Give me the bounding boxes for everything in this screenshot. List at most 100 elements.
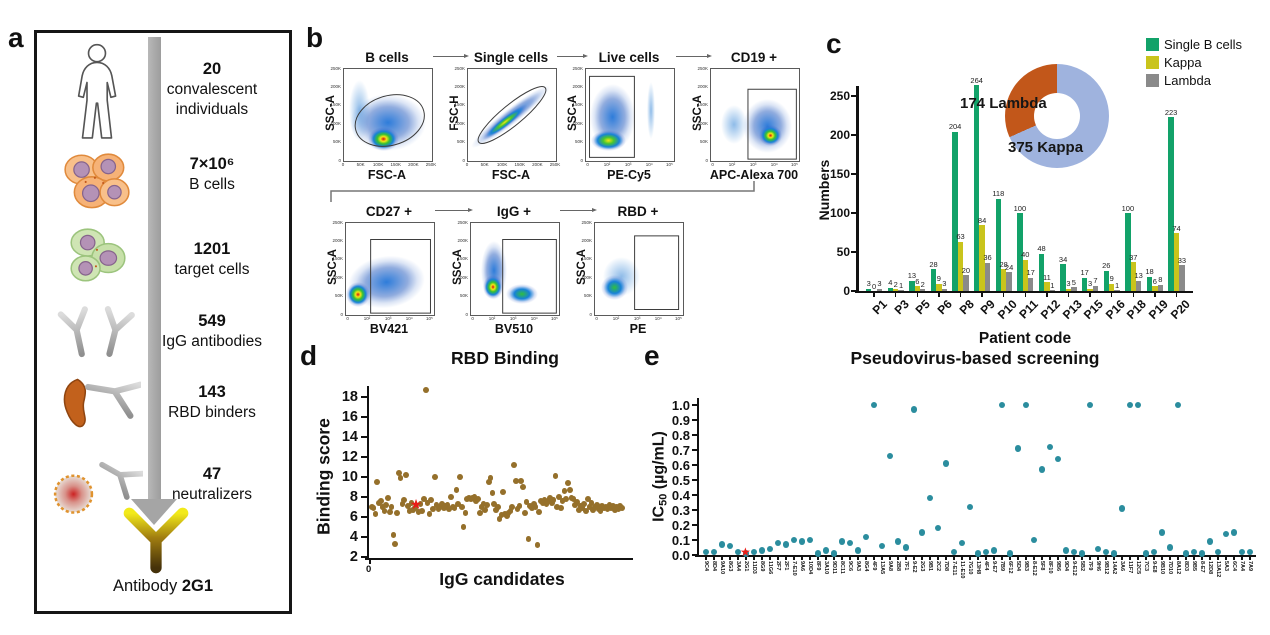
d-data-point [439,501,445,507]
c-xtick-mark [938,292,940,297]
d-data-point [494,504,501,510]
flow-ytick: 0 [465,311,468,317]
c-bar [957,241,964,291]
e-ytick-mark [691,464,697,466]
flow-plot-title: Single cells [473,50,549,65]
e-ytick-label: 0.9 [671,412,690,428]
d-data-point [556,494,562,500]
e-category-label: 8D4 [711,561,718,572]
d-data-point [475,496,481,502]
d-data-point [530,501,537,507]
e-data-point [1102,548,1110,556]
d-ytick-label: 14 [341,429,358,445]
flow-ytick: 150K [332,256,343,262]
e-xtick-mark [1017,556,1019,560]
e-data-point [1230,529,1238,536]
flow-ytick: 0 [462,157,465,163]
d-ytick-label: 8 [349,489,358,505]
e-xtick-mark [1145,556,1147,560]
antibody-2g1-glyph [123,507,189,574]
e-ytick-mark [691,404,697,406]
c-bar [1082,277,1088,291]
flow-xtick: 10² [612,316,620,321]
e-xtick-mark [721,556,723,560]
person-outline [77,43,117,139]
e-data-point [878,542,886,550]
c-bar [876,288,883,291]
e-data-point [942,460,950,467]
e-xtick-mark [1113,556,1115,560]
e-xtick-mark [1105,556,1107,560]
d-data-point [406,508,413,514]
e-category-label: 7F1 [903,561,910,571]
flow-ytick: 150K [581,256,592,262]
c-bar-value: 34 [1058,254,1068,264]
igg-antibody-pair [57,306,135,358]
e-xtick-mark [1193,556,1195,560]
legend-swatch [1146,74,1159,87]
d-data-point [507,508,514,514]
d-data-point [584,496,591,502]
d-data-point [482,507,489,513]
e-xtick-mark [945,556,947,560]
e-category-label: 2F7 [775,561,782,571]
e-category-label: 9B3 [1023,561,1030,572]
c-bar [984,262,991,291]
c-bar-value: 26 [1102,261,1111,271]
e-xtick-mark [937,556,939,560]
c-bar-value: 84 [977,215,987,225]
legend-label: Lambda [1164,73,1211,88]
e-xtick-mark [809,556,811,560]
e-xtick-mark [985,556,987,560]
footer-prefix: Antibody [113,577,178,595]
c-ytick-mark [851,95,856,97]
c-bar [1092,285,1099,291]
c-ytick-label: 250 [829,88,850,103]
c-bar-value: 17 [1026,268,1035,278]
e-category-label: 5A3 [1223,561,1230,572]
c-bar [1114,290,1120,291]
e-category-label: 4F9 [871,561,878,571]
density-blob [647,81,656,139]
flow-ytick: 100K [332,274,343,280]
flow-xtick: 0 [586,162,589,167]
e-data-point [758,547,766,554]
e-ytick-mark [691,524,697,526]
e-xtick-mark [921,556,923,560]
e-xtick-mark [1081,556,1083,560]
d-data-point [539,500,546,506]
c-x-axis [855,290,1193,293]
flow-ytick: 0 [340,311,343,317]
d-data-point [437,504,444,510]
flow-ytick: 200K [572,83,583,89]
d-ytick-label: 2 [349,549,358,565]
e-data-point [774,539,782,547]
c-bar-value: 20 [961,265,971,275]
d-x-axis [365,557,633,560]
e-xtick-mark [889,556,891,560]
workflow-step-text: 47 neutralizers [141,464,283,505]
flow-xtick: 10² [488,316,496,321]
flow-xlabel: FSC-A [367,168,407,182]
d-data-point [575,507,582,513]
d-data-point [462,510,469,516]
e-data-point [950,548,958,556]
c-bar [1152,286,1158,291]
e-category-label: 11-E10 [959,561,966,579]
d-data-point [561,488,568,494]
d-data-point [514,506,521,512]
d-data-point [611,507,618,513]
d-data-point [455,501,462,507]
d-data-point [543,501,550,507]
d-data-point [606,502,613,508]
e-data-point [1062,547,1070,554]
e-data-point [966,503,974,511]
d-data-point [511,462,517,468]
d-data-point [430,506,436,512]
d-ytick-mark [360,476,367,478]
c-bar [1103,270,1109,291]
d-data-point [588,500,595,506]
c-ytick-mark [851,134,856,136]
